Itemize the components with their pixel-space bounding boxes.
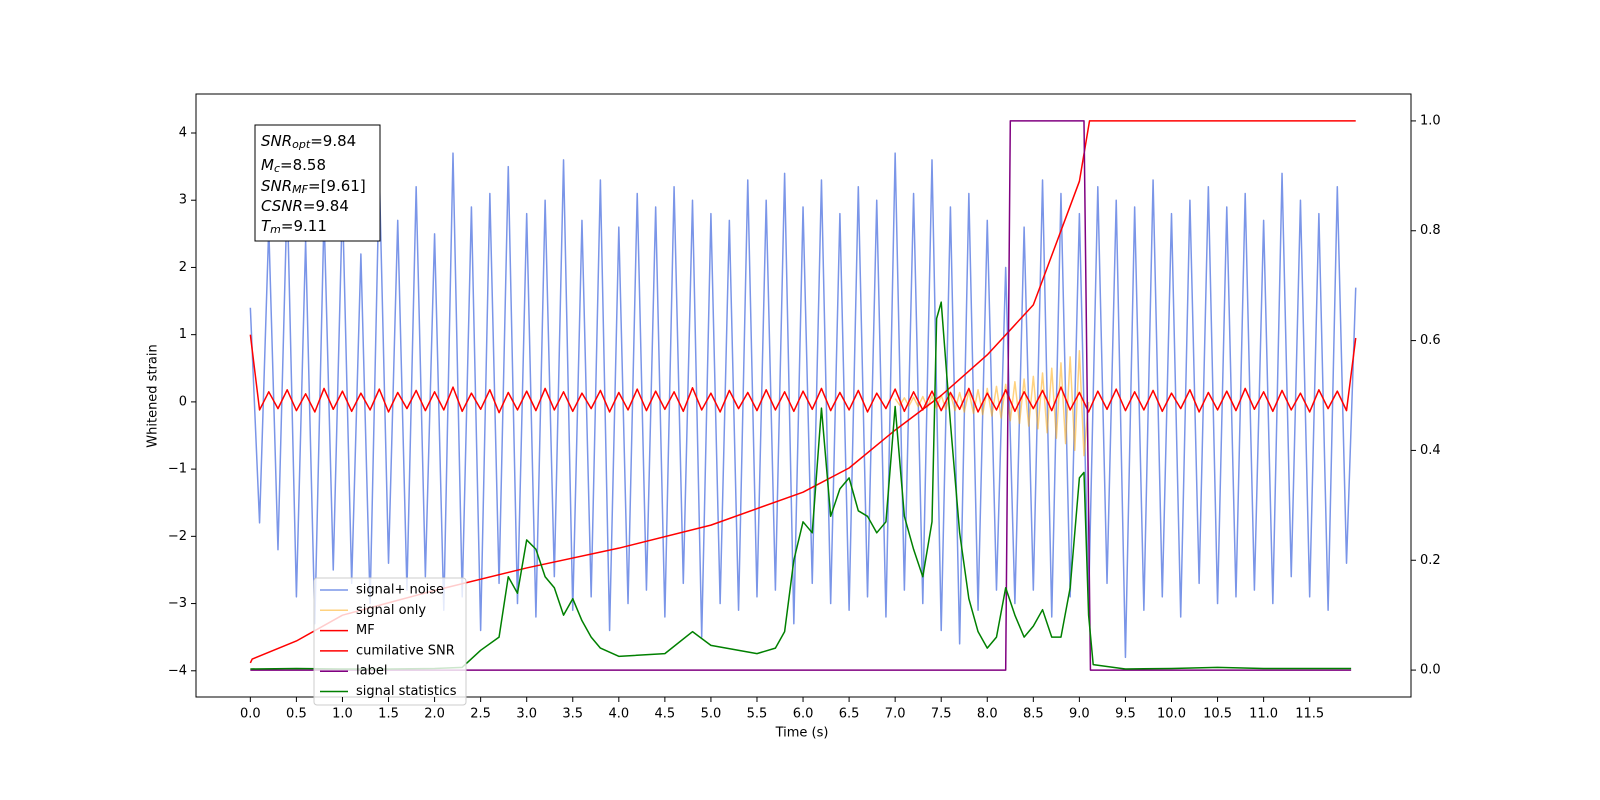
annotation-value: =9.84 <box>303 197 349 215</box>
series-line <box>249 334 1357 414</box>
series-line <box>250 301 1352 670</box>
annotation-value: =9.84 <box>310 132 356 150</box>
annotation-symbol: T <box>261 217 272 235</box>
annotation-subscript: MF <box>292 183 308 196</box>
annotation-symbol: CSNR <box>261 197 303 215</box>
annotation-subscript: opt <box>292 138 311 151</box>
x-tick-label: 3.5 <box>562 707 583 722</box>
x-tick-label: 10.5 <box>1203 707 1232 722</box>
series-line <box>250 120 1352 671</box>
x-tick-label: 5.0 <box>701 707 722 722</box>
x-axis-label: Time (s) <box>775 726 829 741</box>
legend-label: MF <box>356 623 375 638</box>
series-line <box>249 152 1357 659</box>
x-tick-label: 6.0 <box>793 707 814 722</box>
series-line <box>894 350 1090 457</box>
annotation-line: Tm=9.11 <box>261 217 327 237</box>
legend: signal+ noise signal only MF cumilative SNR… <box>313 577 467 706</box>
x-tick-label: 11.0 <box>1249 707 1278 722</box>
legend-frame <box>313 577 467 706</box>
x-tick-label: 2.0 <box>424 707 445 722</box>
annotation-subscript: c <box>274 162 280 175</box>
y-axis-label: Whitened strain <box>146 344 161 447</box>
y-tick-label: −4 <box>168 663 187 678</box>
annotation-subscript: m <box>270 223 281 236</box>
annotation-symbol: SNR <box>261 177 292 195</box>
legend-label: label <box>356 664 387 679</box>
annotation-symbol: M <box>261 156 274 174</box>
x-tick-label: 2.5 <box>470 707 491 722</box>
x-tick-label: 1.0 <box>332 707 353 722</box>
annotation-line: SNRMF=[9.61] <box>261 177 366 197</box>
annotation-line: CSNR=9.84 <box>261 197 349 215</box>
y-tick-label: 1 <box>179 327 187 342</box>
y-tick-label: −1 <box>168 462 187 477</box>
x-tick-label: 7.0 <box>885 707 906 722</box>
x-tick-label: 0.0 <box>240 707 261 722</box>
x-tick-label: 4.5 <box>655 707 676 722</box>
x-tick-label: 9.5 <box>1115 707 1136 722</box>
y2-tick-label: 0.8 <box>1420 223 1441 238</box>
y2-tick-label: 0.6 <box>1420 333 1441 348</box>
y2-tick-label: 0.0 <box>1420 663 1441 678</box>
y-tick-label: 0 <box>179 394 187 409</box>
y-tick-label: 4 <box>179 125 187 140</box>
legend-label: signal only <box>356 603 426 618</box>
y2-tick-label: 1.0 <box>1420 113 1441 128</box>
legend-label: signal+ noise <box>356 583 444 598</box>
annotation-line: SNRopt=9.84 <box>261 132 356 152</box>
legend-label: cumilative SNR <box>356 643 455 658</box>
annotation-frame <box>254 124 381 242</box>
x-tick-label: 3.0 <box>516 707 537 722</box>
y-tick-label: −3 <box>168 596 187 611</box>
x-tick-label: 7.5 <box>931 707 952 722</box>
x-tick-label: 8.0 <box>977 707 998 722</box>
x-tick-label: 0.5 <box>286 707 307 722</box>
annotation-symbol: SNR <box>261 132 292 150</box>
y-tick-label: 2 <box>179 260 187 275</box>
y2-tick-label: 0.4 <box>1420 443 1441 458</box>
y-tick-label: 3 <box>179 193 187 208</box>
x-tick-label: 9.0 <box>1069 707 1090 722</box>
x-tick-label: 5.5 <box>747 707 768 722</box>
annotation-value: =[9.61] <box>308 177 366 195</box>
annotation-value: =8.58 <box>280 156 326 174</box>
annotation-box: SNRopt=9.84Mc=8.58SNRMF=[9.61]CSNR=9.84T… <box>254 124 381 242</box>
x-tick-label: 11.5 <box>1295 707 1324 722</box>
x-tick-label: 1.5 <box>378 707 399 722</box>
y2-tick-label: 0.2 <box>1420 553 1441 568</box>
y-tick-label: −2 <box>168 529 187 544</box>
annotation-line: Mc=8.58 <box>261 156 326 176</box>
x-tick-label: 10.0 <box>1157 707 1186 722</box>
annotation-value: =9.11 <box>281 217 327 235</box>
x-tick-label: 6.5 <box>839 707 860 722</box>
x-tick-label: 8.5 <box>1023 707 1044 722</box>
legend-label: signal statistics <box>356 684 457 699</box>
x-tick-label: 4.0 <box>608 707 629 722</box>
